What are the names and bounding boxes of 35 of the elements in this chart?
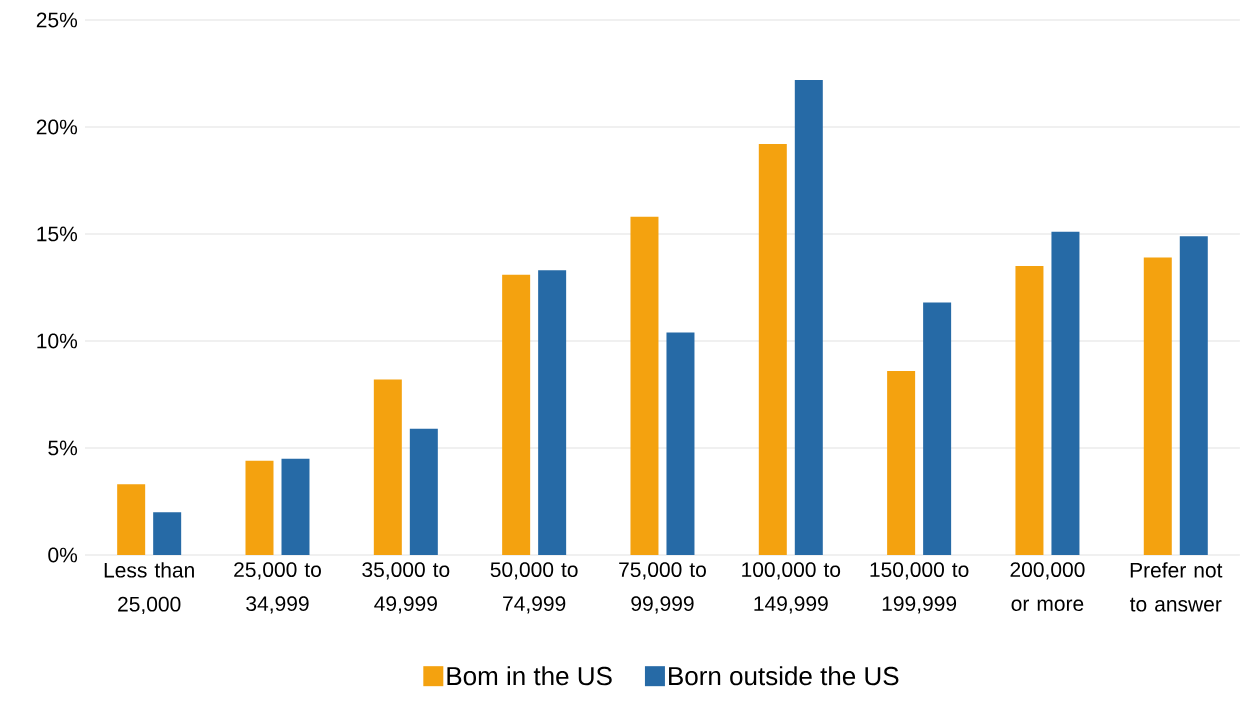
x-tick-label: 200,000 or more: [1010, 562, 1085, 612]
legend-label: Bom in the US: [447, 666, 612, 686]
x-tick-label: Prefer not to answer: [1129, 562, 1223, 612]
y-tick-label: 20%: [36, 119, 78, 135]
y-tick-label: 25%: [36, 12, 78, 28]
x-tick-label: 75,000 to 99,999: [619, 562, 706, 614]
bar: [245, 460, 274, 555]
bar: [1143, 257, 1172, 555]
bar: [1015, 266, 1044, 555]
bar: [1179, 236, 1208, 555]
y-tick-label: 5%: [48, 440, 78, 456]
x-tick-label: 25,000 to 34,999: [234, 562, 321, 614]
bar: [502, 274, 531, 555]
y-tick-label: 0%: [48, 547, 78, 563]
legend-label: Born outside the US: [669, 666, 899, 686]
bar: [923, 302, 952, 555]
bar: [887, 370, 916, 555]
bar: [153, 512, 182, 555]
x-tick-label: 100,000 to 149,999: [742, 562, 841, 614]
bar: [794, 79, 823, 555]
y-tick-label: 10%: [37, 333, 78, 349]
y-tick-label: 15%: [37, 226, 78, 242]
bar: [538, 270, 567, 555]
x-tick-label: 150,000 to 199,999: [870, 562, 969, 614]
bar: [373, 379, 402, 555]
bar: [666, 332, 695, 555]
bar: [117, 484, 146, 555]
bar: [409, 428, 438, 555]
x-tick-label: 35,000 to 49,999: [362, 562, 450, 614]
bar: [758, 144, 787, 555]
x-tick-label: Less than 25,000: [104, 562, 194, 615]
bar: [281, 458, 310, 555]
x-tick-label: 50,000 to 74,999: [490, 562, 578, 614]
bar: [1051, 231, 1080, 555]
bar: [630, 216, 659, 555]
